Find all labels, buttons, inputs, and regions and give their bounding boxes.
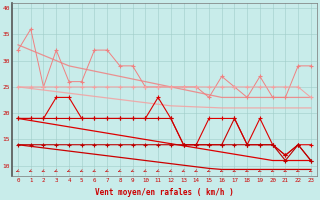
X-axis label: Vent moyen/en rafales ( km/h ): Vent moyen/en rafales ( km/h ) (95, 188, 234, 197)
